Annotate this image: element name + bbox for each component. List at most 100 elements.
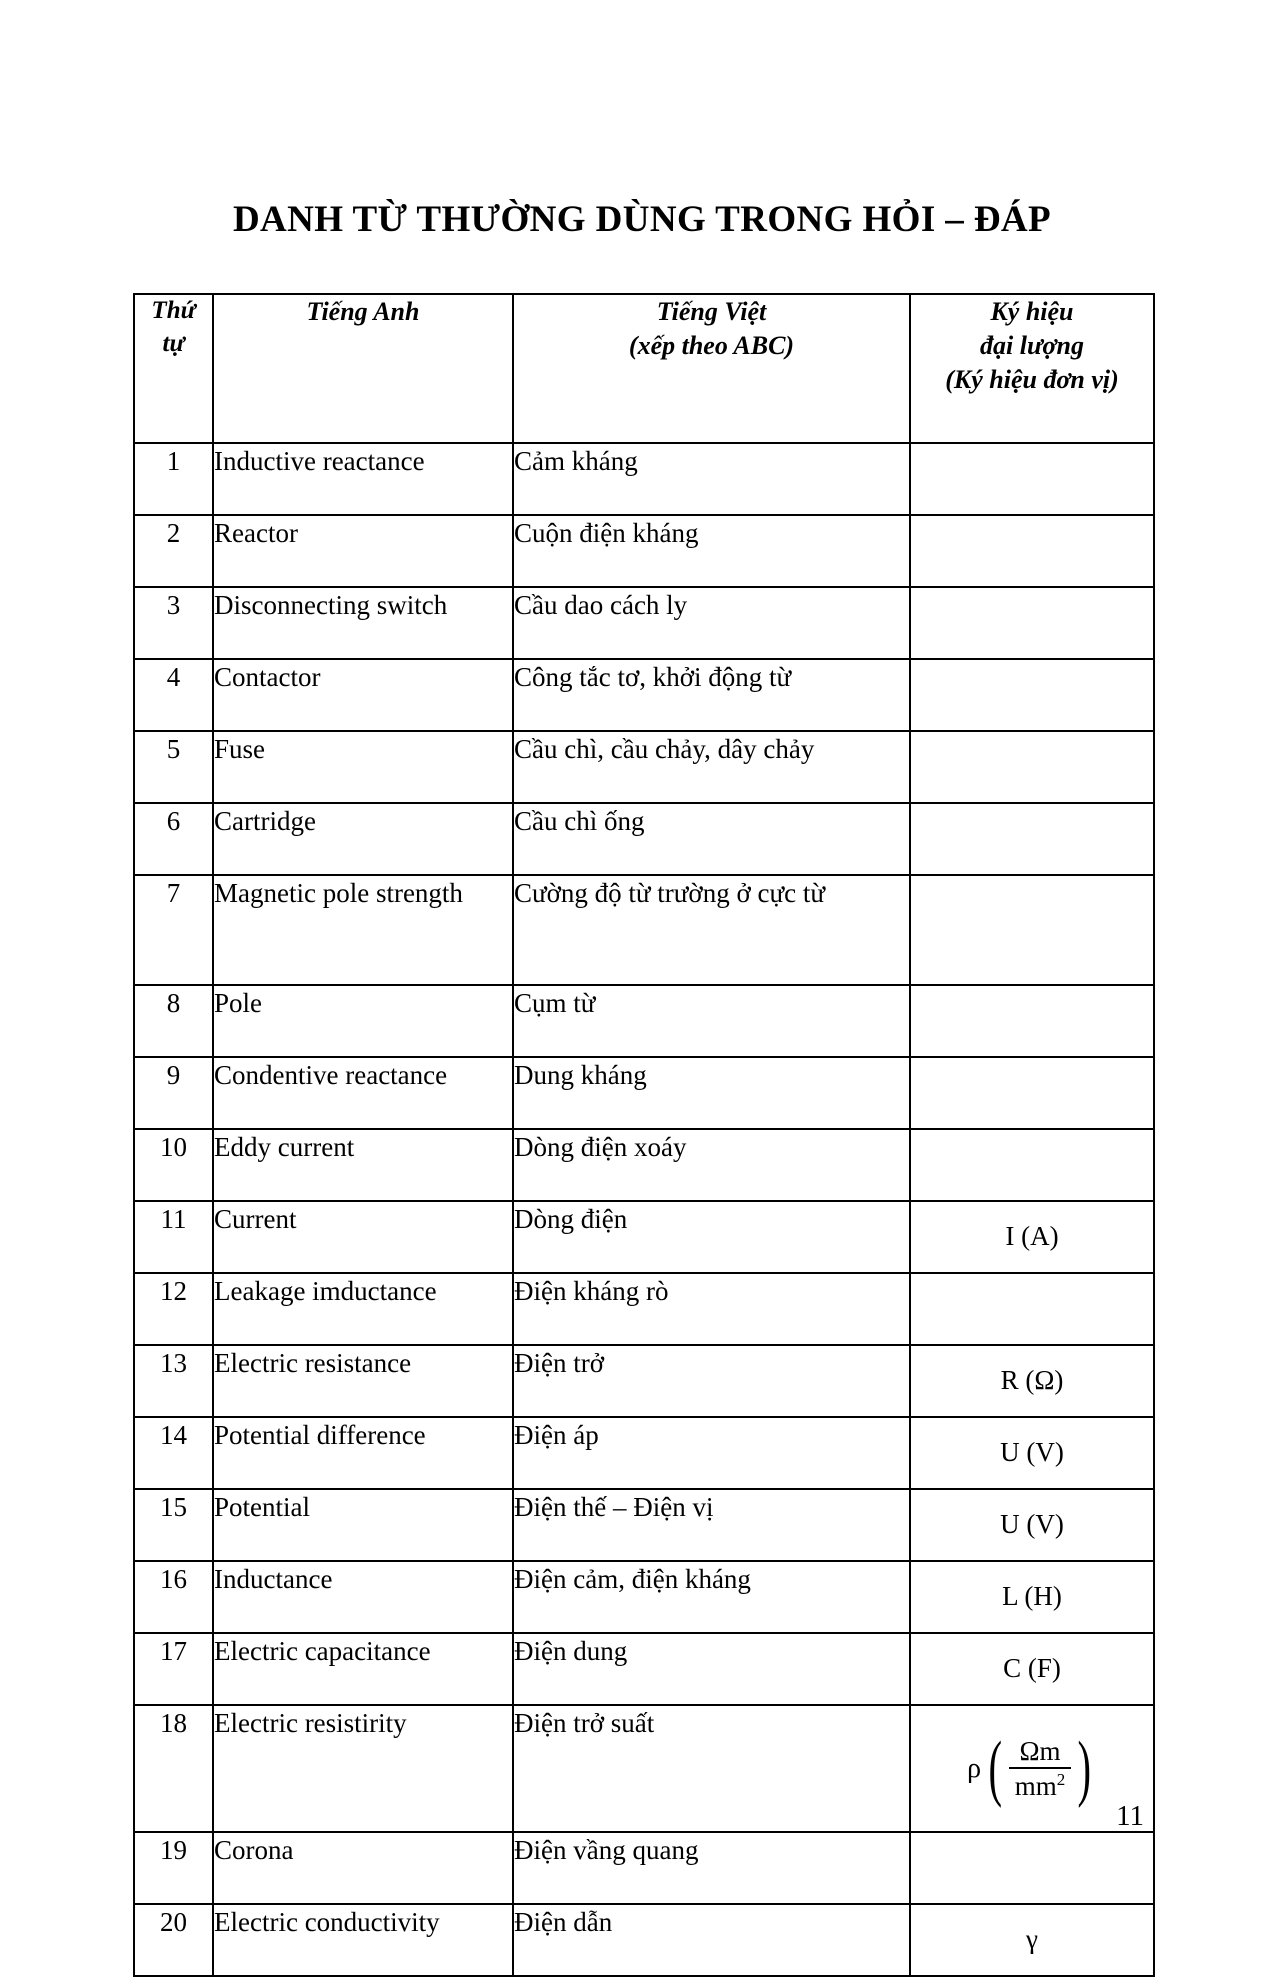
cell-number: 4 (133, 658, 214, 732)
cell-symbol (909, 1056, 1155, 1130)
cell-symbol (909, 658, 1155, 732)
cell-symbol (909, 874, 1155, 986)
cell-vietnamese: Điện dẫn (512, 1903, 911, 1977)
column-header-vietnamese-line1: Tiếng Việt (656, 297, 767, 326)
table-row: 19 Corona Điện vầng quang (133, 1831, 1155, 1905)
cell-vietnamese: Điện trở (512, 1344, 911, 1418)
table-row: 20 Electric conductivity Điện dẫn γ (133, 1903, 1155, 1977)
table-row: 6 Cartridge Cầu chì ống (133, 802, 1155, 876)
denominator-base: mm (1014, 1770, 1057, 1801)
cell-english: Magnetic pole strength (212, 874, 514, 986)
cell-symbol: γ (909, 1903, 1155, 1977)
cell-symbol: I (A) (909, 1200, 1155, 1274)
column-header-symbol: Ký hiệu đại lượng (Ký hiệu đơn vị) (909, 293, 1155, 444)
cell-vietnamese: Dòng điện (512, 1200, 911, 1274)
cell-number: 6 (133, 802, 214, 876)
cell-number: 20 (133, 1903, 214, 1977)
cell-vietnamese: Dòng điện xoáy (512, 1128, 911, 1202)
unit-fraction: Ωm mm2 (1008, 1735, 1072, 1801)
cell-vietnamese: Điện thế – Điện vị (512, 1488, 911, 1562)
cell-number: 18 (133, 1704, 214, 1833)
table-body: 1 Inductive reactance Cảm kháng 2 Reacto… (133, 442, 1155, 1977)
cell-english: Reactor (212, 514, 514, 588)
column-header-english-line1: Tiếng Anh (306, 297, 420, 326)
cell-symbol: U (V) (909, 1488, 1155, 1562)
cell-symbol (909, 730, 1155, 804)
cell-number: 5 (133, 730, 214, 804)
fraction-numerator: Ωm (1019, 1735, 1061, 1766)
glossary-table: Thứ tự Tiếng Anh Tiếng Việt (xếp theo AB… (133, 293, 1155, 1977)
cell-symbol-fraction: ρ ( Ωm mm2 ) (909, 1704, 1155, 1833)
cell-vietnamese: Cụm từ (512, 984, 911, 1058)
header-row: Thứ tự Tiếng Anh Tiếng Việt (xếp theo AB… (133, 293, 1155, 444)
cell-english: Potential (212, 1488, 514, 1562)
table-row: 18 Electric resistirity Điện trở suất ρ … (133, 1704, 1155, 1833)
table-row: 17 Electric capacitance Điện dung C (F) (133, 1632, 1155, 1706)
denominator-exponent: 2 (1056, 1769, 1066, 1789)
cell-symbol (909, 586, 1155, 660)
page-number: 11 (1116, 1800, 1144, 1832)
cell-number: 1 (133, 442, 214, 516)
table-row: 15 Potential Điện thế – Điện vị U (V) (133, 1488, 1155, 1562)
resistivity-formula: ρ ( Ωm mm2 ) (967, 1726, 1097, 1809)
cell-symbol: C (F) (909, 1632, 1155, 1706)
cell-number: 9 (133, 1056, 214, 1130)
cell-number: 8 (133, 984, 214, 1058)
table-row: 2 Reactor Cuộn điện kháng (133, 514, 1155, 588)
right-paren-icon: ) (1077, 1726, 1092, 1809)
column-header-english: Tiếng Anh (212, 293, 514, 444)
cell-vietnamese: Dung kháng (512, 1056, 911, 1130)
table-row: 16 Inductance Điện cảm, điện kháng L (H) (133, 1560, 1155, 1634)
column-header-symbol-line3: (Ký hiệu đơn vị) (945, 364, 1119, 394)
cell-number: 14 (133, 1416, 214, 1490)
table-row: 7 Magnetic pole strength Cường độ từ trư… (133, 874, 1155, 986)
cell-vietnamese: Điện trở suất (512, 1704, 911, 1833)
cell-vietnamese: Điện áp (512, 1416, 911, 1490)
cell-symbol (909, 514, 1155, 588)
table-row: 4 Contactor Công tắc tơ, khởi động từ (133, 658, 1155, 732)
cell-vietnamese: Điện kháng rò (512, 1272, 911, 1346)
table-row: 13 Electric resistance Điện trở R (Ω) (133, 1344, 1155, 1418)
cell-english: Cartridge (212, 802, 514, 876)
cell-vietnamese: Cầu dao cách ly (512, 586, 911, 660)
cell-vietnamese: Công tắc tơ, khởi động từ (512, 658, 911, 732)
cell-number: 2 (133, 514, 214, 588)
cell-number: 12 (133, 1272, 214, 1346)
cell-symbol (909, 1272, 1155, 1346)
column-header-symbol-line2: đại lượng (980, 330, 1084, 360)
cell-number: 10 (133, 1128, 214, 1202)
cell-english: Fuse (212, 730, 514, 804)
column-header-vietnamese-line2: (xếp theo ABC) (628, 330, 795, 360)
column-header-vietnamese: Tiếng Việt (xếp theo ABC) (512, 293, 911, 444)
cell-english: Electric capacitance (212, 1632, 514, 1706)
column-header-number: Thứ tự (133, 293, 214, 444)
cell-symbol: U (V) (909, 1416, 1155, 1490)
cell-english: Potential difference (212, 1416, 514, 1490)
page-title: DANH TỪ THƯỜNG DÙNG TRONG HỎI – ĐÁP (232, 199, 1052, 240)
column-header-number-line1: Thứ (151, 297, 196, 324)
cell-vietnamese: Cảm kháng (512, 442, 911, 516)
table-row: 5 Fuse Cầu chì, cầu chảy, dây chảy (133, 730, 1155, 804)
cell-number: 7 (133, 874, 214, 986)
cell-vietnamese: Điện cảm, điện kháng (512, 1560, 911, 1634)
cell-number: 13 (133, 1344, 214, 1418)
table-row: 11 Current Dòng điện I (A) (133, 1200, 1155, 1274)
cell-english: Eddy current (212, 1128, 514, 1202)
table-row: 1 Inductive reactance Cảm kháng (133, 442, 1155, 516)
column-header-number-line2: tự (162, 329, 185, 357)
cell-symbol (909, 1831, 1155, 1905)
cell-vietnamese: Cuộn điện kháng (512, 514, 911, 588)
cell-symbol: R (Ω) (909, 1344, 1155, 1418)
table-row: 12 Leakage imductance Điện kháng rò (133, 1272, 1155, 1346)
cell-vietnamese: Cường độ từ trường ở cực từ (512, 874, 911, 986)
left-paren-icon: ( (988, 1726, 1003, 1809)
cell-number: 19 (133, 1831, 214, 1905)
cell-english: Corona (212, 1831, 514, 1905)
table-row: 8 Pole Cụm từ (133, 984, 1155, 1058)
cell-english: Pole (212, 984, 514, 1058)
cell-english: Disconnecting switch (212, 586, 514, 660)
column-header-symbol-line1: Ký hiệu (990, 297, 1074, 326)
cell-symbol (909, 442, 1155, 516)
cell-number: 3 (133, 586, 214, 660)
cell-english: Current (212, 1200, 514, 1274)
